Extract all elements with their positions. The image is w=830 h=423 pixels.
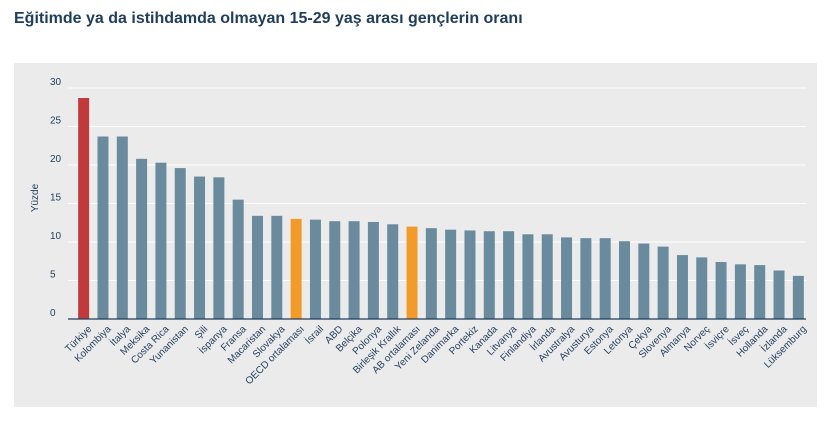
- x-tick-label: İsrail: [302, 322, 326, 346]
- bar: [329, 221, 341, 319]
- y-tick-label: 20: [50, 154, 62, 165]
- bar: [174, 168, 186, 319]
- bar: [792, 275, 804, 319]
- y-axis-ticks: 0 5 10 15 20 25 30: [50, 77, 62, 319]
- bar: [503, 231, 515, 319]
- bar: [580, 238, 592, 319]
- y-tick-label: 5: [50, 270, 56, 281]
- bar: [97, 136, 109, 319]
- bar: [271, 215, 283, 319]
- bar: [78, 98, 90, 319]
- bar: [406, 226, 418, 319]
- y-tick-label: 30: [50, 77, 62, 88]
- bar: [657, 246, 669, 319]
- y-tick-label: 10: [50, 231, 62, 242]
- y-tick-label: 25: [50, 116, 62, 127]
- bar: [290, 218, 302, 319]
- bar: [252, 215, 263, 319]
- bar: [522, 234, 534, 319]
- bar: [715, 262, 727, 319]
- y-tick-label: 0: [50, 308, 56, 319]
- bar: [425, 228, 437, 319]
- bar: [754, 265, 766, 319]
- bar: [734, 264, 746, 319]
- bar: [387, 224, 399, 319]
- bar: [599, 238, 611, 319]
- bar: [116, 136, 128, 319]
- bar: [483, 231, 495, 319]
- bar: [194, 176, 206, 319]
- bar: [541, 234, 553, 319]
- bar: [445, 229, 457, 319]
- bar: [619, 241, 630, 319]
- bar: [773, 270, 785, 319]
- bar: [464, 230, 476, 319]
- bar: [367, 221, 379, 319]
- bar: [309, 219, 321, 319]
- bar: [213, 177, 225, 319]
- bar: [348, 221, 360, 319]
- bar: [676, 255, 688, 319]
- bar: [638, 243, 650, 319]
- bar: [561, 237, 573, 319]
- bar: [136, 158, 148, 319]
- bar: [232, 199, 244, 319]
- bars: [78, 98, 804, 319]
- bar: [155, 162, 167, 319]
- chart-title: Eğitimde ya da istihdamda olmayan 15-29 …: [14, 10, 523, 27]
- y-tick-label: 15: [50, 193, 62, 204]
- bar: [696, 257, 708, 319]
- y-axis-label: Yüzde: [30, 183, 41, 212]
